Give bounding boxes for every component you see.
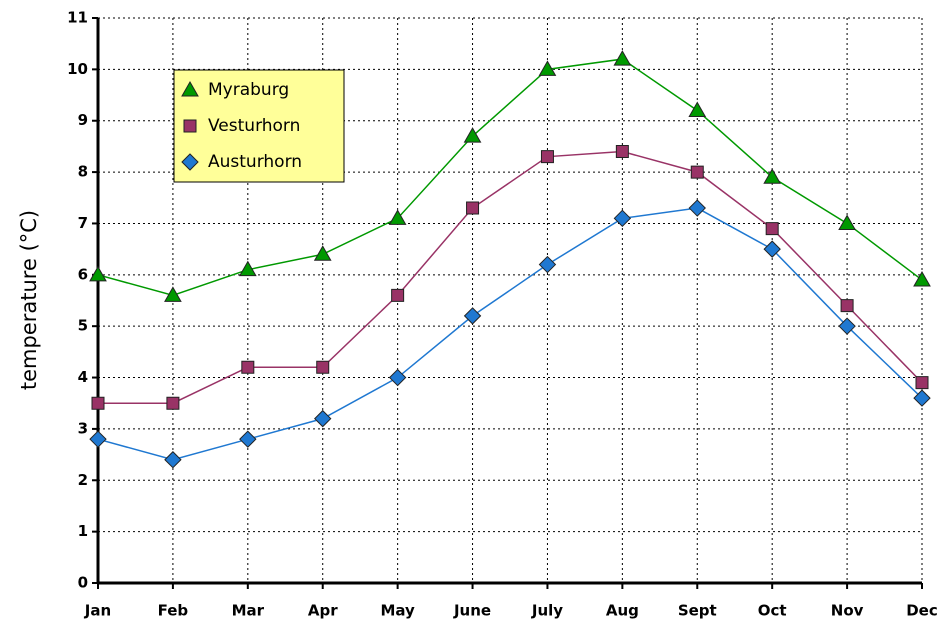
y-tick-label: 1 [78,522,88,540]
legend-box [173,69,345,183]
data-point [391,288,405,302]
data-point [840,299,854,313]
data-point [913,270,931,287]
y-axis-label: temperature (°C) [17,210,41,390]
y-tick-label: 4 [78,368,88,386]
data-point [838,214,856,230]
data-point [613,50,632,66]
data-point [388,209,407,225]
data-point [763,168,782,184]
data-point [838,317,856,335]
x-tick-label: June [453,602,491,620]
data-point [164,451,182,469]
x-tick-label: Dec [906,602,938,620]
data-point [763,240,781,258]
legend-marker [183,119,197,133]
data-point [89,265,107,282]
data-point [913,389,931,407]
x-tick-label: July [531,602,563,620]
y-tick-label: 6 [78,265,88,283]
legend-marker [181,80,199,97]
data-point [690,165,704,179]
data-point [238,260,257,277]
data-point [89,430,107,448]
data-point [613,209,632,228]
data-point [314,409,332,428]
data-point [463,127,482,143]
data-point [164,286,182,302]
y-tick-label: 0 [78,574,88,592]
y-tick-label: 11 [67,9,88,27]
data-point [239,430,257,448]
data-point [915,376,929,390]
legend-label: Austurhorn [208,152,302,172]
y-tick-label: 3 [78,419,88,437]
x-tick-label: Feb [158,602,189,620]
data-point [313,245,332,261]
data-point [166,396,180,410]
data-point [316,360,330,374]
data-point [765,222,779,236]
y-tick-label: 9 [78,111,88,129]
data-point [538,255,557,274]
y-tick-label: 7 [78,214,88,232]
y-tick-label: 5 [78,317,88,335]
y-tick-label: 2 [78,471,88,489]
x-tick-label: Mar [232,602,265,620]
y-tick-label: 10 [67,60,88,78]
series-line [97,207,923,461]
x-tick-label: Aug [606,602,639,620]
y-tick-label: 8 [78,163,88,181]
data-point [688,101,707,117]
data-point [615,145,629,159]
data-point [688,199,706,217]
data-point [540,150,554,164]
x-tick-label: Jan [84,602,111,620]
data-point [463,307,482,325]
data-point [91,396,105,410]
data-point [538,60,557,76]
series-line [97,58,923,297]
x-tick-label: May [380,602,415,620]
legend-label: Vesturhorn [208,116,300,136]
data-point [466,201,480,215]
x-tick-label: Nov [831,602,864,620]
legend-marker [181,153,199,171]
legend-label: Myraburg [208,80,289,100]
data-point [241,360,255,374]
x-tick-label: Sept [678,602,717,620]
series-line [98,150,923,404]
x-tick-label: Apr [308,602,338,620]
data-point [388,368,407,387]
x-tick-label: Oct [758,602,787,620]
